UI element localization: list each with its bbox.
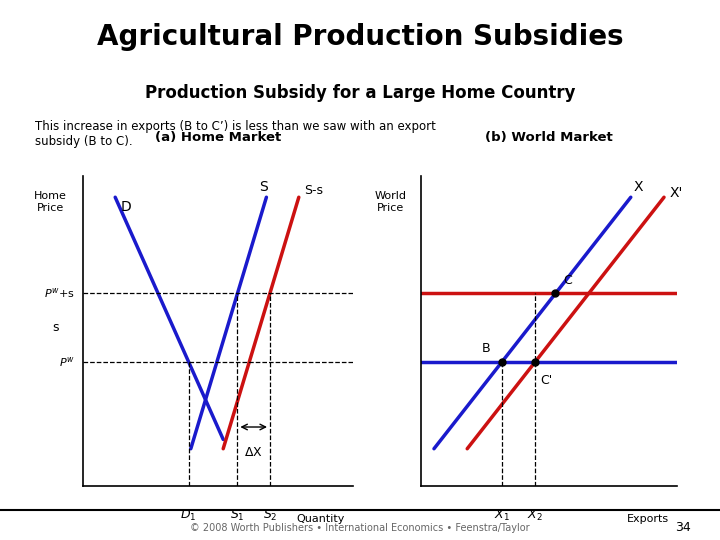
Text: © 2008 Worth Publishers • International Economics • Feenstra/Taylor: © 2008 Worth Publishers • International …	[190, 523, 530, 532]
Text: $P^w$+s: $P^w$+s	[44, 287, 75, 300]
Text: $X_2$: $X_2$	[527, 508, 543, 523]
Text: s: s	[53, 321, 59, 334]
Text: $S_1$: $S_1$	[230, 508, 245, 523]
Text: This increase in exports (B to C’) is less than we saw with an export
subsidy (B: This increase in exports (B to C’) is le…	[35, 120, 436, 148]
Text: World
Price: World Price	[374, 191, 407, 213]
Text: D: D	[121, 200, 131, 214]
Text: Home
Price: Home Price	[34, 191, 67, 213]
Text: $S_2$: $S_2$	[263, 508, 277, 523]
Text: $\Delta$X: $\Delta$X	[244, 446, 263, 458]
Text: B: B	[482, 342, 490, 355]
Text: $X_1$: $X_1$	[494, 508, 510, 523]
Text: Agricultural Production Subsidies: Agricultural Production Subsidies	[96, 23, 624, 51]
Text: Production Subsidy for a Large Home Country: Production Subsidy for a Large Home Coun…	[145, 84, 575, 102]
Text: S-s: S-s	[304, 184, 323, 197]
Text: 34: 34	[675, 521, 691, 534]
Text: (b) World Market: (b) World Market	[485, 131, 613, 145]
Text: C: C	[563, 274, 572, 287]
Text: X: X	[634, 180, 643, 194]
Text: C': C'	[540, 374, 553, 387]
Text: $D_1$: $D_1$	[181, 508, 197, 523]
Text: $P^w$: $P^w$	[59, 355, 75, 369]
Text: S: S	[259, 180, 268, 194]
Text: Quantity: Quantity	[297, 514, 345, 524]
Text: X': X'	[669, 186, 683, 200]
Text: Exports: Exports	[627, 514, 669, 524]
Text: (a) Home Market: (a) Home Market	[155, 131, 281, 145]
